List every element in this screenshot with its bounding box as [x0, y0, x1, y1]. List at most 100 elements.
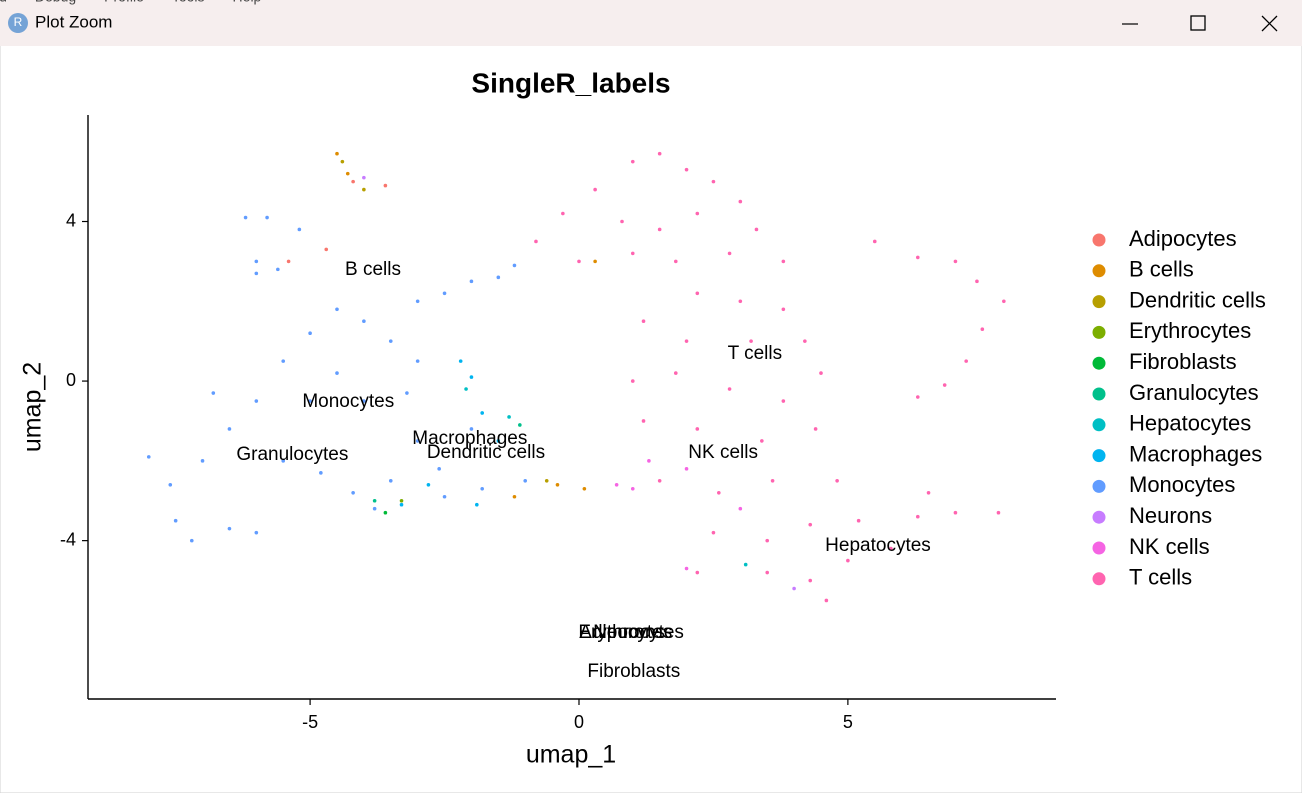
- point: [657, 227, 662, 232]
- point: [915, 255, 920, 260]
- point: [227, 427, 232, 431]
- point: [727, 251, 732, 256]
- point: [189, 538, 194, 543]
- point: [464, 387, 468, 391]
- point: [630, 379, 635, 383]
- point: [819, 371, 823, 375]
- point: [620, 219, 624, 224]
- x-tick-label: -5: [302, 712, 318, 732]
- cluster-label: Granulocytes: [236, 444, 348, 465]
- point: [561, 211, 565, 216]
- point: [254, 259, 259, 264]
- point: [630, 486, 635, 491]
- point: [835, 478, 839, 483]
- point: [915, 395, 920, 399]
- point: [630, 159, 635, 164]
- point: [813, 427, 818, 431]
- point: [738, 299, 743, 304]
- point: [657, 151, 662, 156]
- point: [673, 371, 678, 375]
- point: [415, 299, 420, 304]
- y-tick-label: 4: [66, 210, 76, 230]
- point: [738, 199, 743, 204]
- menu-item: Debug: [35, 0, 76, 5]
- point: [351, 490, 355, 495]
- y-axis-label: umap_2: [19, 362, 47, 452]
- legend-label: Monocytes: [1129, 472, 1235, 497]
- point: [345, 171, 350, 176]
- point: [496, 439, 501, 443]
- point: [480, 411, 484, 415]
- point: [846, 558, 850, 563]
- point: [555, 482, 560, 487]
- point: [399, 498, 404, 503]
- point: [496, 275, 501, 280]
- point: [657, 478, 662, 483]
- point: [265, 215, 269, 220]
- point: [243, 215, 248, 220]
- point: [308, 331, 312, 336]
- point: [808, 522, 813, 527]
- point: [953, 259, 958, 264]
- point: [964, 359, 968, 363]
- point: [426, 482, 431, 487]
- maximize-button[interactable]: [1190, 15, 1206, 31]
- point: [362, 399, 366, 403]
- point: [469, 427, 474, 431]
- legend-key: [1092, 541, 1106, 555]
- point: [808, 578, 813, 583]
- point: [781, 259, 786, 264]
- point: [803, 339, 807, 343]
- point: [727, 387, 732, 391]
- point: [523, 478, 528, 483]
- point: [749, 339, 753, 343]
- point: [695, 427, 700, 431]
- point: [388, 339, 393, 343]
- point: [512, 494, 517, 499]
- point: [953, 510, 958, 515]
- point: [324, 247, 329, 252]
- point: [889, 546, 893, 551]
- legend-key: [1092, 325, 1106, 339]
- point: [319, 471, 323, 475]
- point: [754, 227, 759, 232]
- point: [915, 514, 920, 519]
- point: [254, 530, 259, 535]
- cluster-label: Hepatocytes: [825, 535, 931, 556]
- point: [442, 291, 447, 296]
- point: [942, 383, 947, 387]
- point: [405, 391, 409, 395]
- point: [630, 251, 635, 256]
- point: [996, 510, 1001, 515]
- point: [684, 566, 689, 571]
- cluster-label: Fibroblasts: [587, 661, 680, 682]
- point: [362, 319, 366, 324]
- point: [308, 399, 312, 403]
- point: [673, 259, 678, 264]
- point: [372, 506, 377, 511]
- point: [200, 459, 205, 463]
- point: [593, 187, 597, 192]
- point: [711, 530, 716, 535]
- cluster-label: Adipocytes: [579, 622, 672, 643]
- point: [695, 211, 700, 216]
- legend-label: Adipocytes: [1129, 226, 1237, 251]
- point: [437, 467, 441, 471]
- point: [340, 159, 345, 164]
- close-button[interactable]: [1261, 15, 1278, 32]
- menu-item: Tools: [172, 0, 205, 5]
- point: [146, 455, 151, 459]
- point: [254, 399, 259, 403]
- point: [173, 518, 178, 523]
- point: [765, 538, 770, 543]
- legend-key: [1092, 510, 1106, 524]
- point: [362, 175, 366, 180]
- x-axis-label: umap_1: [526, 741, 616, 769]
- point: [770, 478, 775, 483]
- point: [641, 419, 646, 423]
- point: [168, 482, 173, 487]
- point: [926, 490, 931, 495]
